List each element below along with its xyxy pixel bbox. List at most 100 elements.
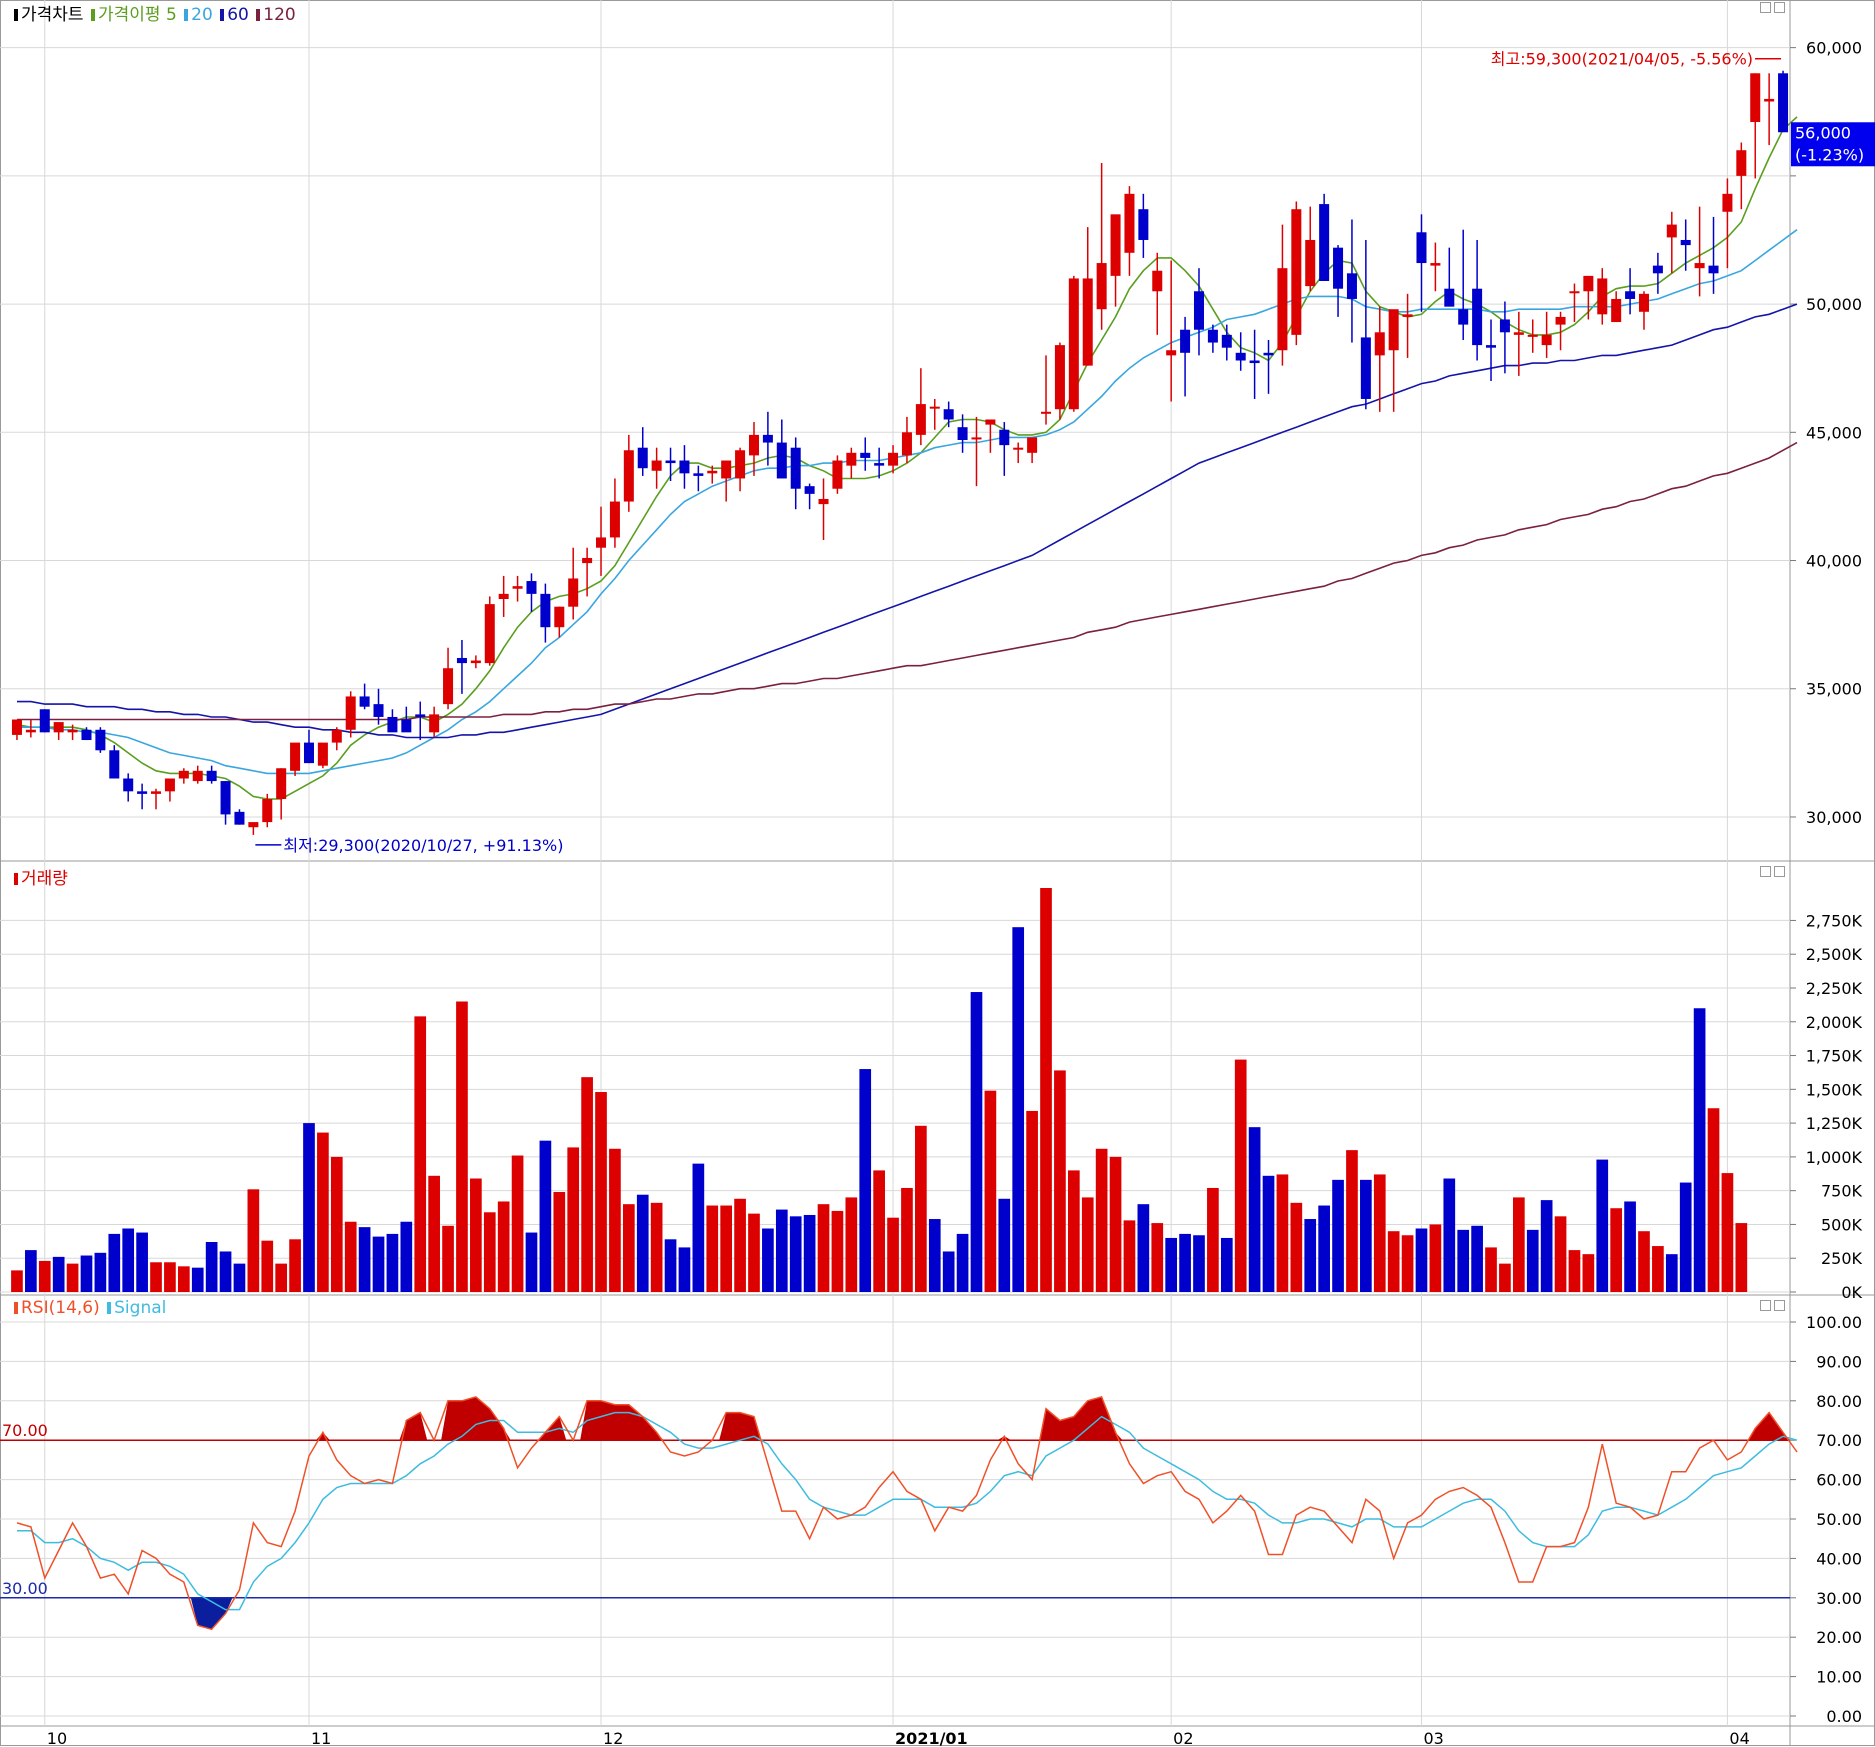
price-legend-marker bbox=[14, 9, 18, 21]
price-panel-close-button[interactable] bbox=[1774, 2, 1785, 13]
volume-bar bbox=[358, 1227, 371, 1292]
volume-bar bbox=[1165, 1237, 1178, 1292]
candle-body bbox=[67, 729, 78, 733]
candle-body bbox=[1027, 437, 1038, 453]
volume-axis-tick-label: 250K bbox=[1821, 1249, 1863, 1268]
candle-body bbox=[109, 750, 120, 779]
candle-body bbox=[1068, 278, 1079, 410]
volume-bar bbox=[859, 1069, 872, 1292]
volume-bar bbox=[442, 1225, 454, 1292]
candle-body bbox=[1680, 239, 1691, 246]
volume-bar bbox=[1290, 1202, 1303, 1292]
volume-bar bbox=[1026, 1110, 1038, 1292]
volume-axis-tick-label: 1,000K bbox=[1806, 1148, 1863, 1167]
volume-bar bbox=[1095, 1148, 1108, 1292]
volume-bar bbox=[80, 1255, 93, 1292]
candle-body bbox=[762, 434, 773, 443]
candle-body bbox=[1096, 263, 1107, 310]
volume-bar bbox=[1360, 1179, 1372, 1292]
candle-body bbox=[637, 447, 648, 469]
x-tick-label: 2021/01 bbox=[895, 1729, 968, 1747]
candle-body bbox=[53, 722, 64, 733]
volume-panel-close-button[interactable] bbox=[1774, 866, 1785, 877]
candle-body bbox=[846, 452, 857, 466]
candle-body bbox=[1541, 334, 1552, 346]
candle-body bbox=[1722, 193, 1733, 212]
candle-body bbox=[484, 604, 495, 664]
candle-body bbox=[915, 404, 926, 435]
rsi-overbought-fill bbox=[441, 1396, 511, 1441]
volume-bar bbox=[1721, 1173, 1734, 1292]
volume-bar bbox=[1512, 1197, 1525, 1292]
volume-bar bbox=[636, 1194, 649, 1292]
volume-bar bbox=[1526, 1229, 1539, 1292]
rsi-axis-tick-label: 50.00 bbox=[1816, 1510, 1862, 1529]
volume-bar bbox=[261, 1240, 274, 1292]
volume-bar bbox=[1415, 1228, 1428, 1292]
volume-panel-minimize-button[interactable] bbox=[1760, 866, 1771, 877]
candle-body bbox=[1041, 411, 1052, 414]
candle-body bbox=[1193, 291, 1204, 330]
volume-bar bbox=[275, 1263, 288, 1292]
volume-bar bbox=[817, 1204, 830, 1292]
candle-body bbox=[1625, 291, 1636, 299]
current-price-label: 56,000 bbox=[1795, 123, 1851, 142]
volume-bar bbox=[1693, 1008, 1706, 1292]
price-panel-minimize-button[interactable] bbox=[1760, 2, 1771, 13]
volume-bar bbox=[511, 1155, 524, 1292]
candle-body bbox=[512, 586, 523, 589]
rsi-legend: RSI(14,6) Signal bbox=[12, 1298, 166, 1318]
candle-body bbox=[1333, 247, 1344, 289]
candle-body bbox=[1750, 73, 1761, 123]
rsi-overbought-fill bbox=[538, 1416, 567, 1441]
candle-body bbox=[1430, 263, 1441, 266]
candle-body bbox=[415, 714, 426, 717]
volume-bar bbox=[456, 1001, 468, 1292]
volume-bar bbox=[650, 1202, 663, 1292]
candle-body bbox=[164, 778, 175, 792]
candle-body bbox=[568, 578, 579, 607]
volume-bar bbox=[1318, 1205, 1330, 1292]
candle-body bbox=[39, 709, 50, 733]
candle-body bbox=[1388, 309, 1399, 351]
current-change-label: (-1.23%) bbox=[1795, 145, 1864, 164]
price-axis-tick-label: 45,000 bbox=[1806, 423, 1862, 442]
candle-body bbox=[790, 447, 801, 489]
candle-body bbox=[1694, 263, 1705, 269]
volume-bar bbox=[915, 1125, 927, 1292]
volume-bar bbox=[1332, 1179, 1344, 1292]
price-legend: 가격차트 가격이평 5 20 60 120 bbox=[12, 0, 296, 25]
ma120-legend-label: 120 bbox=[263, 5, 296, 25]
candle-body bbox=[526, 581, 537, 594]
candle-body bbox=[25, 729, 36, 733]
volume-bar bbox=[1040, 888, 1052, 1292]
candle-body bbox=[1499, 319, 1510, 333]
volume-bar bbox=[52, 1256, 65, 1292]
volume-axis-tick-label: 750K bbox=[1821, 1182, 1863, 1201]
candle-body bbox=[1207, 329, 1218, 343]
volume-bar bbox=[122, 1228, 135, 1292]
candle-body bbox=[123, 778, 134, 792]
rsi-panel-close-button[interactable] bbox=[1774, 1300, 1785, 1311]
candle-body bbox=[151, 791, 162, 794]
rsi-axis-tick-label: 20.00 bbox=[1816, 1628, 1862, 1647]
signal-legend-title: Signal bbox=[114, 1298, 167, 1318]
candle-body bbox=[554, 606, 565, 628]
volume-bar bbox=[1485, 1247, 1497, 1292]
candle-body bbox=[1235, 352, 1246, 361]
rsi-overbought-fill bbox=[399, 1412, 428, 1441]
candle-body bbox=[971, 437, 982, 440]
candle-body bbox=[693, 473, 704, 476]
volume-bar bbox=[497, 1201, 510, 1292]
volume-bar bbox=[1262, 1175, 1275, 1292]
volume-bar bbox=[1540, 1200, 1553, 1292]
candle-body bbox=[943, 409, 954, 420]
volume-bar bbox=[344, 1221, 357, 1292]
low-price-annotation: 최저:29,300(2020/10/27, +91.13%) bbox=[283, 836, 563, 855]
candle-body bbox=[1138, 209, 1149, 240]
volume-bar bbox=[1234, 1059, 1247, 1292]
candle-body bbox=[707, 470, 718, 474]
rsi-panel-minimize-button[interactable] bbox=[1760, 1300, 1771, 1311]
volume-bar bbox=[873, 1170, 885, 1292]
